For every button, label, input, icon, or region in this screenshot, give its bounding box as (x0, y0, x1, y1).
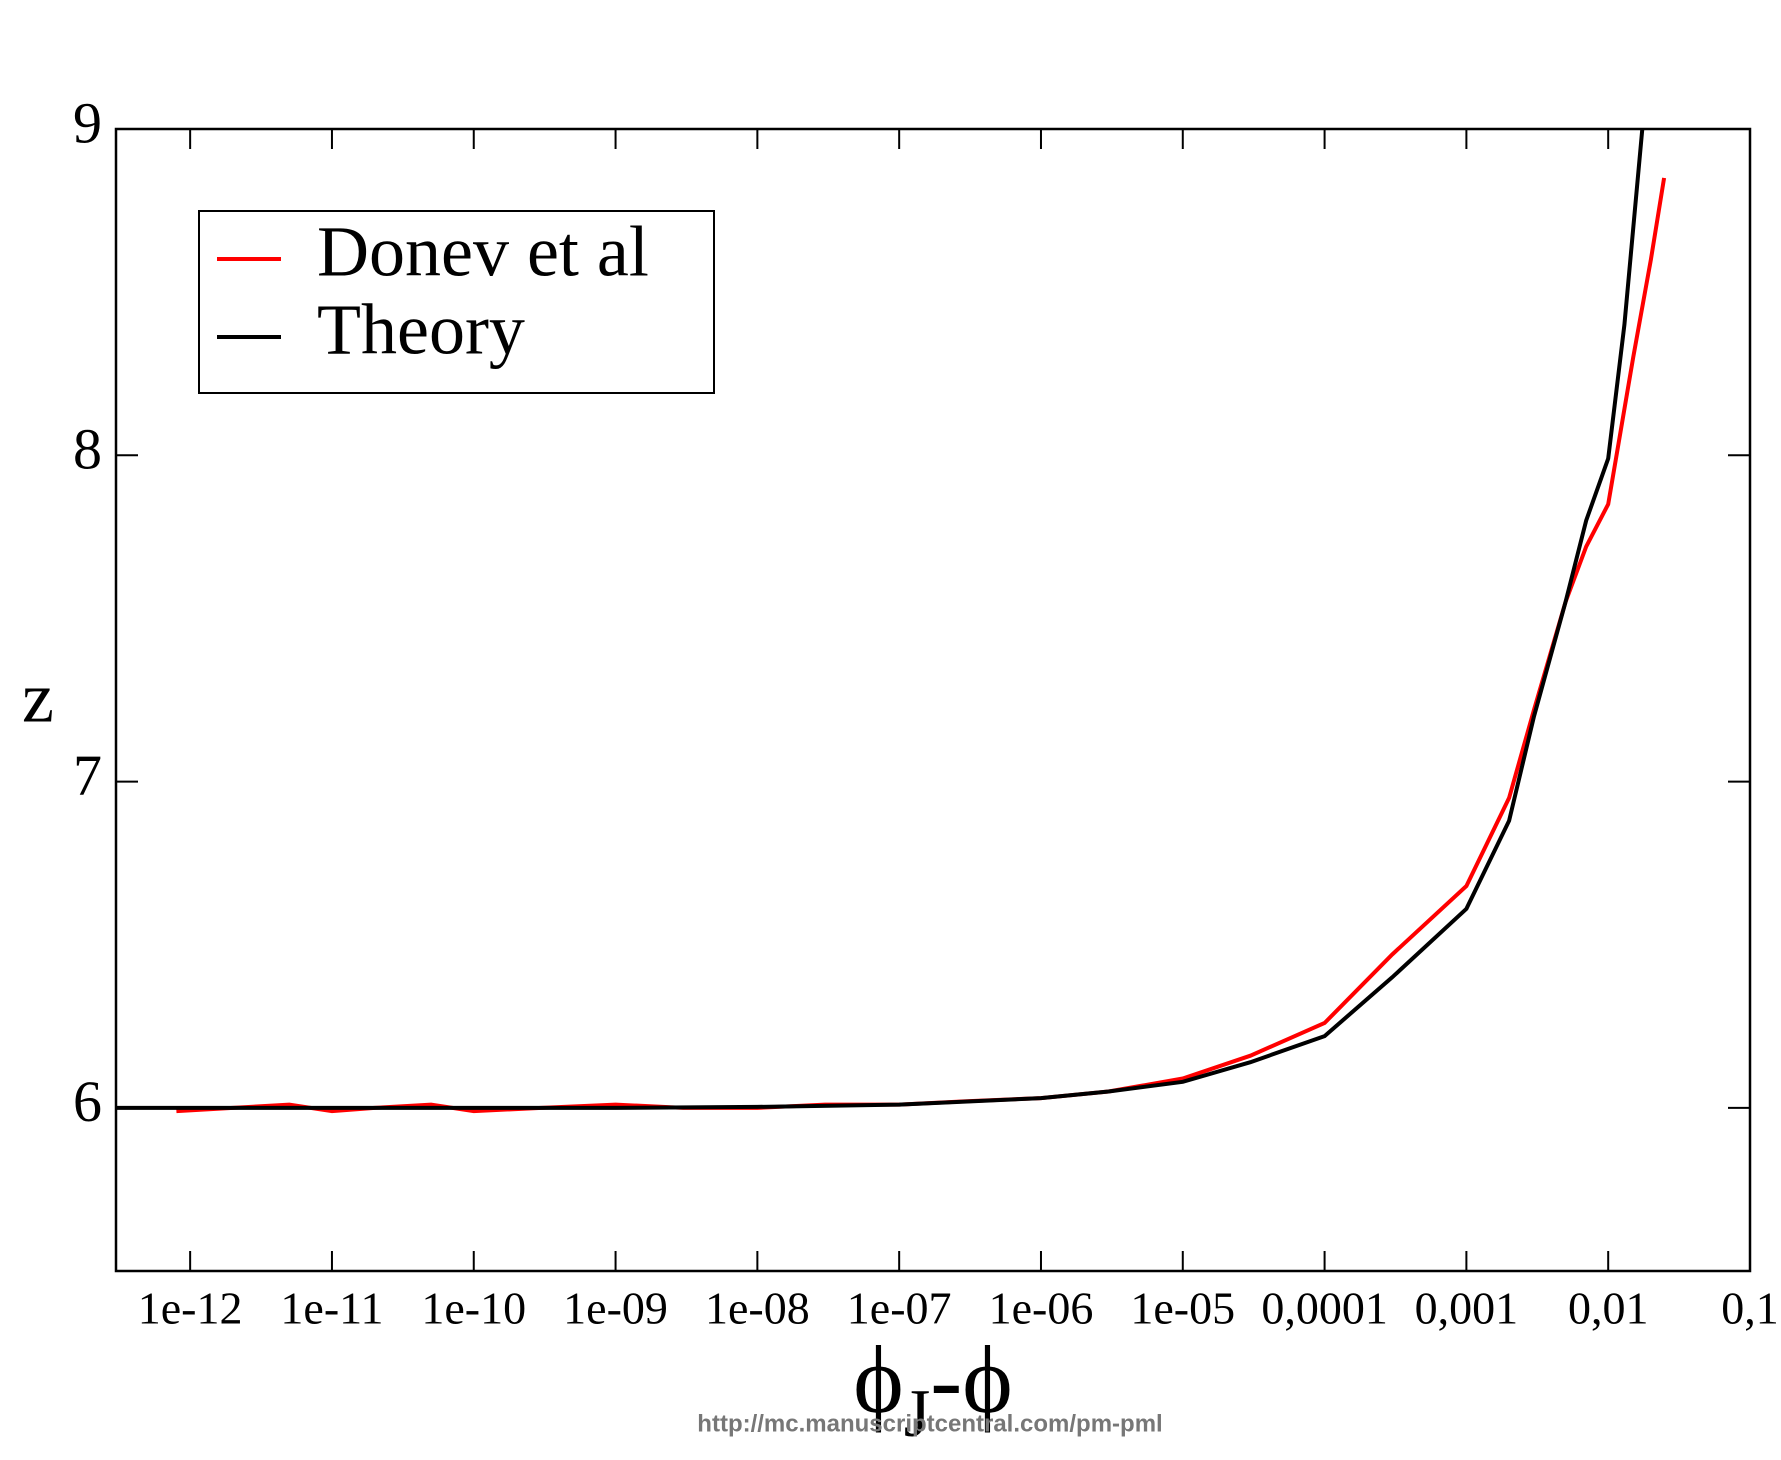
x-tick-label: 0,0001 (1261, 1283, 1388, 1334)
x-axis-label: ϕJ-ϕ (853, 1326, 1013, 1451)
x-tick-label: 1e-05 (1130, 1283, 1235, 1334)
series-line (116, 129, 1645, 1110)
x-tick-label: 1e-10 (421, 1283, 526, 1334)
legend-box (198, 210, 715, 394)
x-tick-label: 1e-12 (138, 1283, 243, 1334)
y-tick-label: 9 (73, 90, 102, 155)
x-tick-label: 1e-09 (563, 1283, 668, 1334)
y-tick-label: 7 (73, 743, 102, 808)
x-tick-label: 1e-08 (705, 1283, 810, 1334)
x-tick-label: 0,001 (1415, 1283, 1519, 1334)
plot-frame (114, 127, 1752, 1273)
plot-lines (116, 129, 1667, 1114)
legend-label: Donev et al (317, 212, 649, 292)
x-label-main: ϕ (853, 1326, 904, 1433)
legend-label: Theory (317, 290, 525, 370)
y-tick-label: 6 (73, 1069, 102, 1134)
x-tick-label: 0,01 (1568, 1283, 1649, 1334)
x-tick-label: 1e-06 (989, 1283, 1094, 1334)
y-axis-label: z (22, 658, 54, 738)
x-tick-label: 1e-11 (280, 1283, 383, 1334)
watermark: http://mc.manuscriptcentral.com/pm-pml (697, 1410, 1162, 1437)
y-tick-label: 8 (73, 417, 102, 482)
x-label-sub: J (904, 1375, 930, 1451)
x-tick-label: 0,1 (1721, 1283, 1779, 1334)
x-label-rest: -ϕ (930, 1326, 1013, 1433)
x-tick-label: 1e-07 (847, 1283, 952, 1334)
